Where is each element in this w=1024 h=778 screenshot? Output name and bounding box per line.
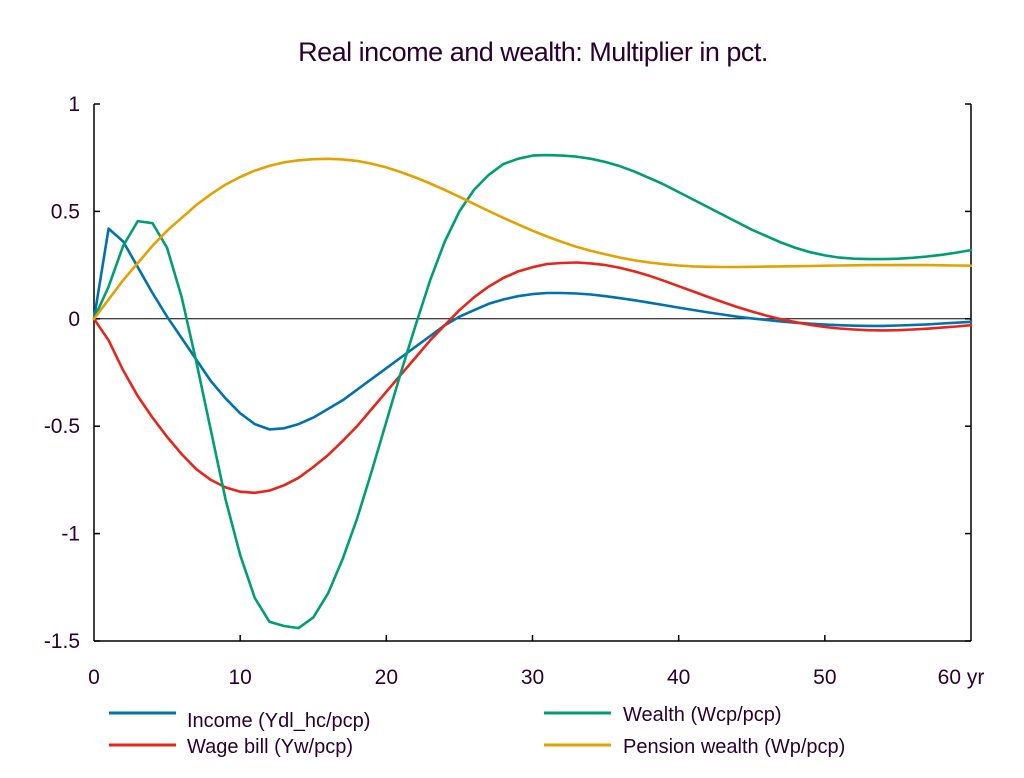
chart-title: Real income and wealth: Multiplier in pc… (298, 37, 768, 67)
legend: Income (Ydl_hc/pcp) Wage bill (Yw/pcp) W… (109, 704, 845, 758)
y-ticks: 1 0.5 0 -0.5 -1 -1.5 (44, 93, 971, 653)
series-line-wage-bill (92, 261, 973, 495)
legend-label-wealth: Wealth (Wcp/pcp) (623, 704, 782, 726)
y-tick-label: 1 (68, 93, 80, 116)
legend-item-wage-bill[interactable]: Wage bill (Yw/pcp) (109, 736, 353, 758)
y-tick-label: -0.5 (44, 415, 80, 438)
legend-item-income[interactable]: Income (Ydl_hc/pcp) (109, 710, 370, 732)
x-tick-label: 10 (228, 666, 251, 689)
y-tick-label: -1.5 (44, 630, 80, 653)
y-tick-label: 0 (68, 308, 80, 331)
x-tick-label: 40 (667, 666, 690, 689)
series-line-pension-wealth (92, 157, 973, 321)
x-ticks: 0 10 20 30 40 50 60 yr (88, 635, 984, 689)
x-tick-label: 20 (375, 666, 398, 689)
x-tick-label: 0 (88, 666, 100, 689)
x-tick-label: 60 yr (938, 666, 985, 689)
legend-label-pension-wealth: Pension wealth (Wp/pcp) (623, 736, 845, 758)
legend-label-wage-bill: Wage bill (Yw/pcp) (187, 736, 353, 758)
x-tick-label: 30 (521, 666, 544, 689)
series-line-wealth (92, 153, 973, 630)
series-line-income (92, 227, 973, 431)
legend-item-wealth[interactable]: Wealth (Wcp/pcp) (544, 704, 782, 726)
legend-item-pension-wealth[interactable]: Pension wealth (Wp/pcp) (544, 736, 845, 758)
x-tick-label: 50 (813, 666, 836, 689)
legend-label-income: Income (Ydl_hc/pcp) (187, 710, 370, 732)
y-tick-label: -1 (61, 523, 80, 546)
y-tick-label: 0.5 (51, 200, 80, 223)
series-lines (92, 153, 973, 630)
